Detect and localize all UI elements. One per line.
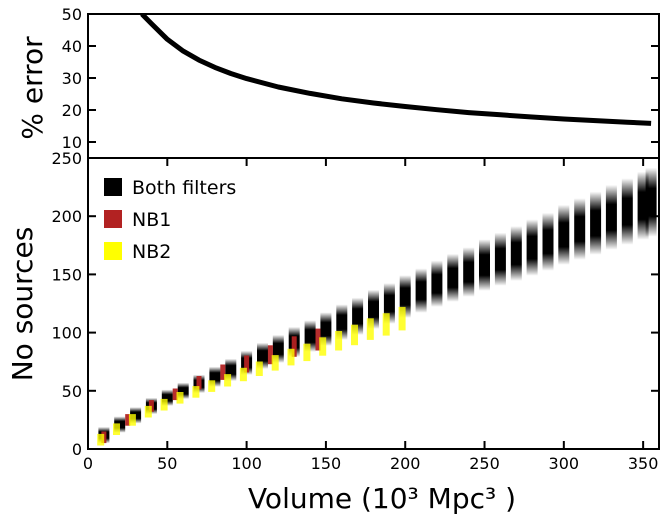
nb2-point [128,414,136,426]
both-filters-point [605,184,617,250]
top-y-axis-label: % error [16,36,49,140]
legend-label: Both filters [132,177,236,199]
top-axes-frame [87,13,660,159]
bottom-y-axis-label: No sources [6,227,39,382]
nb1-point [220,364,226,380]
top-y-tick-label: 10 [62,133,82,152]
nb2-point [176,392,184,404]
x-tick-label: 300 [549,454,580,473]
x-tick-label: 200 [390,454,421,473]
both-filters-point [336,304,348,340]
x-tick-label: 0 [83,454,93,473]
both-filters-point [352,297,364,335]
both-filters-point [510,226,522,281]
bottom-y-tick-label: 50 [62,382,82,401]
both-filters-point [209,366,221,387]
top-y-tick-label: 30 [62,69,82,88]
both-filters-point [645,167,657,237]
both-filters-point [415,268,427,313]
nb2-point [398,306,406,331]
x-tick-label: 50 [157,454,177,473]
both-filters-point [368,289,379,329]
nb2-point [366,318,374,340]
both-filters-point [574,198,586,260]
top-panel: 10 20 30 40 50 % error [16,5,660,159]
x-tick-label: 150 [311,454,342,473]
both-filters-point [320,312,332,346]
nb1-point [315,328,321,351]
top-y-ticks: 10 20 30 40 50 [62,5,659,152]
legend-swatch [104,210,122,228]
nb2-point [224,374,232,387]
both-filters-point [542,212,554,271]
x-tick-label: 250 [469,454,500,473]
bottom-y-tick-label: 0 [72,440,82,459]
top-plot-area [140,14,652,126]
both-filters-point [494,232,506,286]
nb2-point [113,423,120,435]
both-filters-point [304,320,316,352]
bottom-y-tick-label: 200 [51,207,82,226]
both-filters-point [526,219,538,276]
nb1-point [267,345,273,365]
both-filters-point [161,389,173,406]
bottom-x-ticks: 0 50 100 150 200 250 300 350 [83,158,659,473]
top-y-tick-label: 40 [62,37,82,56]
legend-label: NB1 [132,209,171,231]
nb2-point [255,361,263,376]
bottom-y-tick-label: 150 [51,265,82,284]
both-filters-point [463,247,475,297]
both-filters-point [479,239,490,291]
nb1-point [196,376,202,390]
top-y-tick-label: 20 [62,101,82,120]
x-tick-label: 100 [231,454,262,473]
both-filters-point [637,171,649,240]
bottom-y-tick-label: 250 [51,149,82,168]
bottom-y-tick-label: 100 [51,324,82,343]
nb2-point [97,433,105,446]
both-filters-point [431,260,443,307]
nb2-point [192,386,200,398]
nb2-point [160,398,168,411]
x-tick-label: 350 [628,454,659,473]
nb2-point [303,343,311,362]
nb2-point [144,405,152,418]
legend-swatch [104,178,122,196]
x-axis-label: Volume (10³ Mpc³ ) [248,482,516,515]
nb2-point [287,348,295,366]
both-filters-point [177,382,189,399]
both-filters-point [257,342,268,369]
nb2-point [208,380,216,392]
bottom-y-ticks: 0 50 100 150 200 250 [51,149,659,459]
nb1-point [291,336,297,357]
both-filters-point [558,204,570,265]
nb2-point [335,331,343,351]
nb2-point [382,313,390,336]
legend-label: NB2 [132,241,171,263]
nb2-point [351,324,358,346]
nb2-point [239,367,247,382]
both-filters-point [447,253,459,302]
nb2-point [319,337,327,356]
both-filters-point [590,191,602,255]
error-curve-line [140,14,652,126]
bottom-panel: 0 50 100 150 200 250 0 50 100 150 200 250 300 350 No… [6,149,660,515]
both-filters-point [399,275,411,318]
nb1-point [244,355,250,373]
legend: Both filters NB1 NB2 [104,177,236,263]
nb1-point [125,414,131,426]
both-filters-point [621,178,633,245]
nb1-point [172,388,178,401]
legend-swatch [104,242,122,260]
both-filters-point [225,358,237,381]
bottom-plot-area [97,167,657,446]
nb2-point [271,355,279,371]
bottom-axes-frame [87,157,660,450]
both-filters-point [383,283,395,324]
top-y-tick-label: 50 [62,5,82,24]
both-filters-point [272,334,284,363]
